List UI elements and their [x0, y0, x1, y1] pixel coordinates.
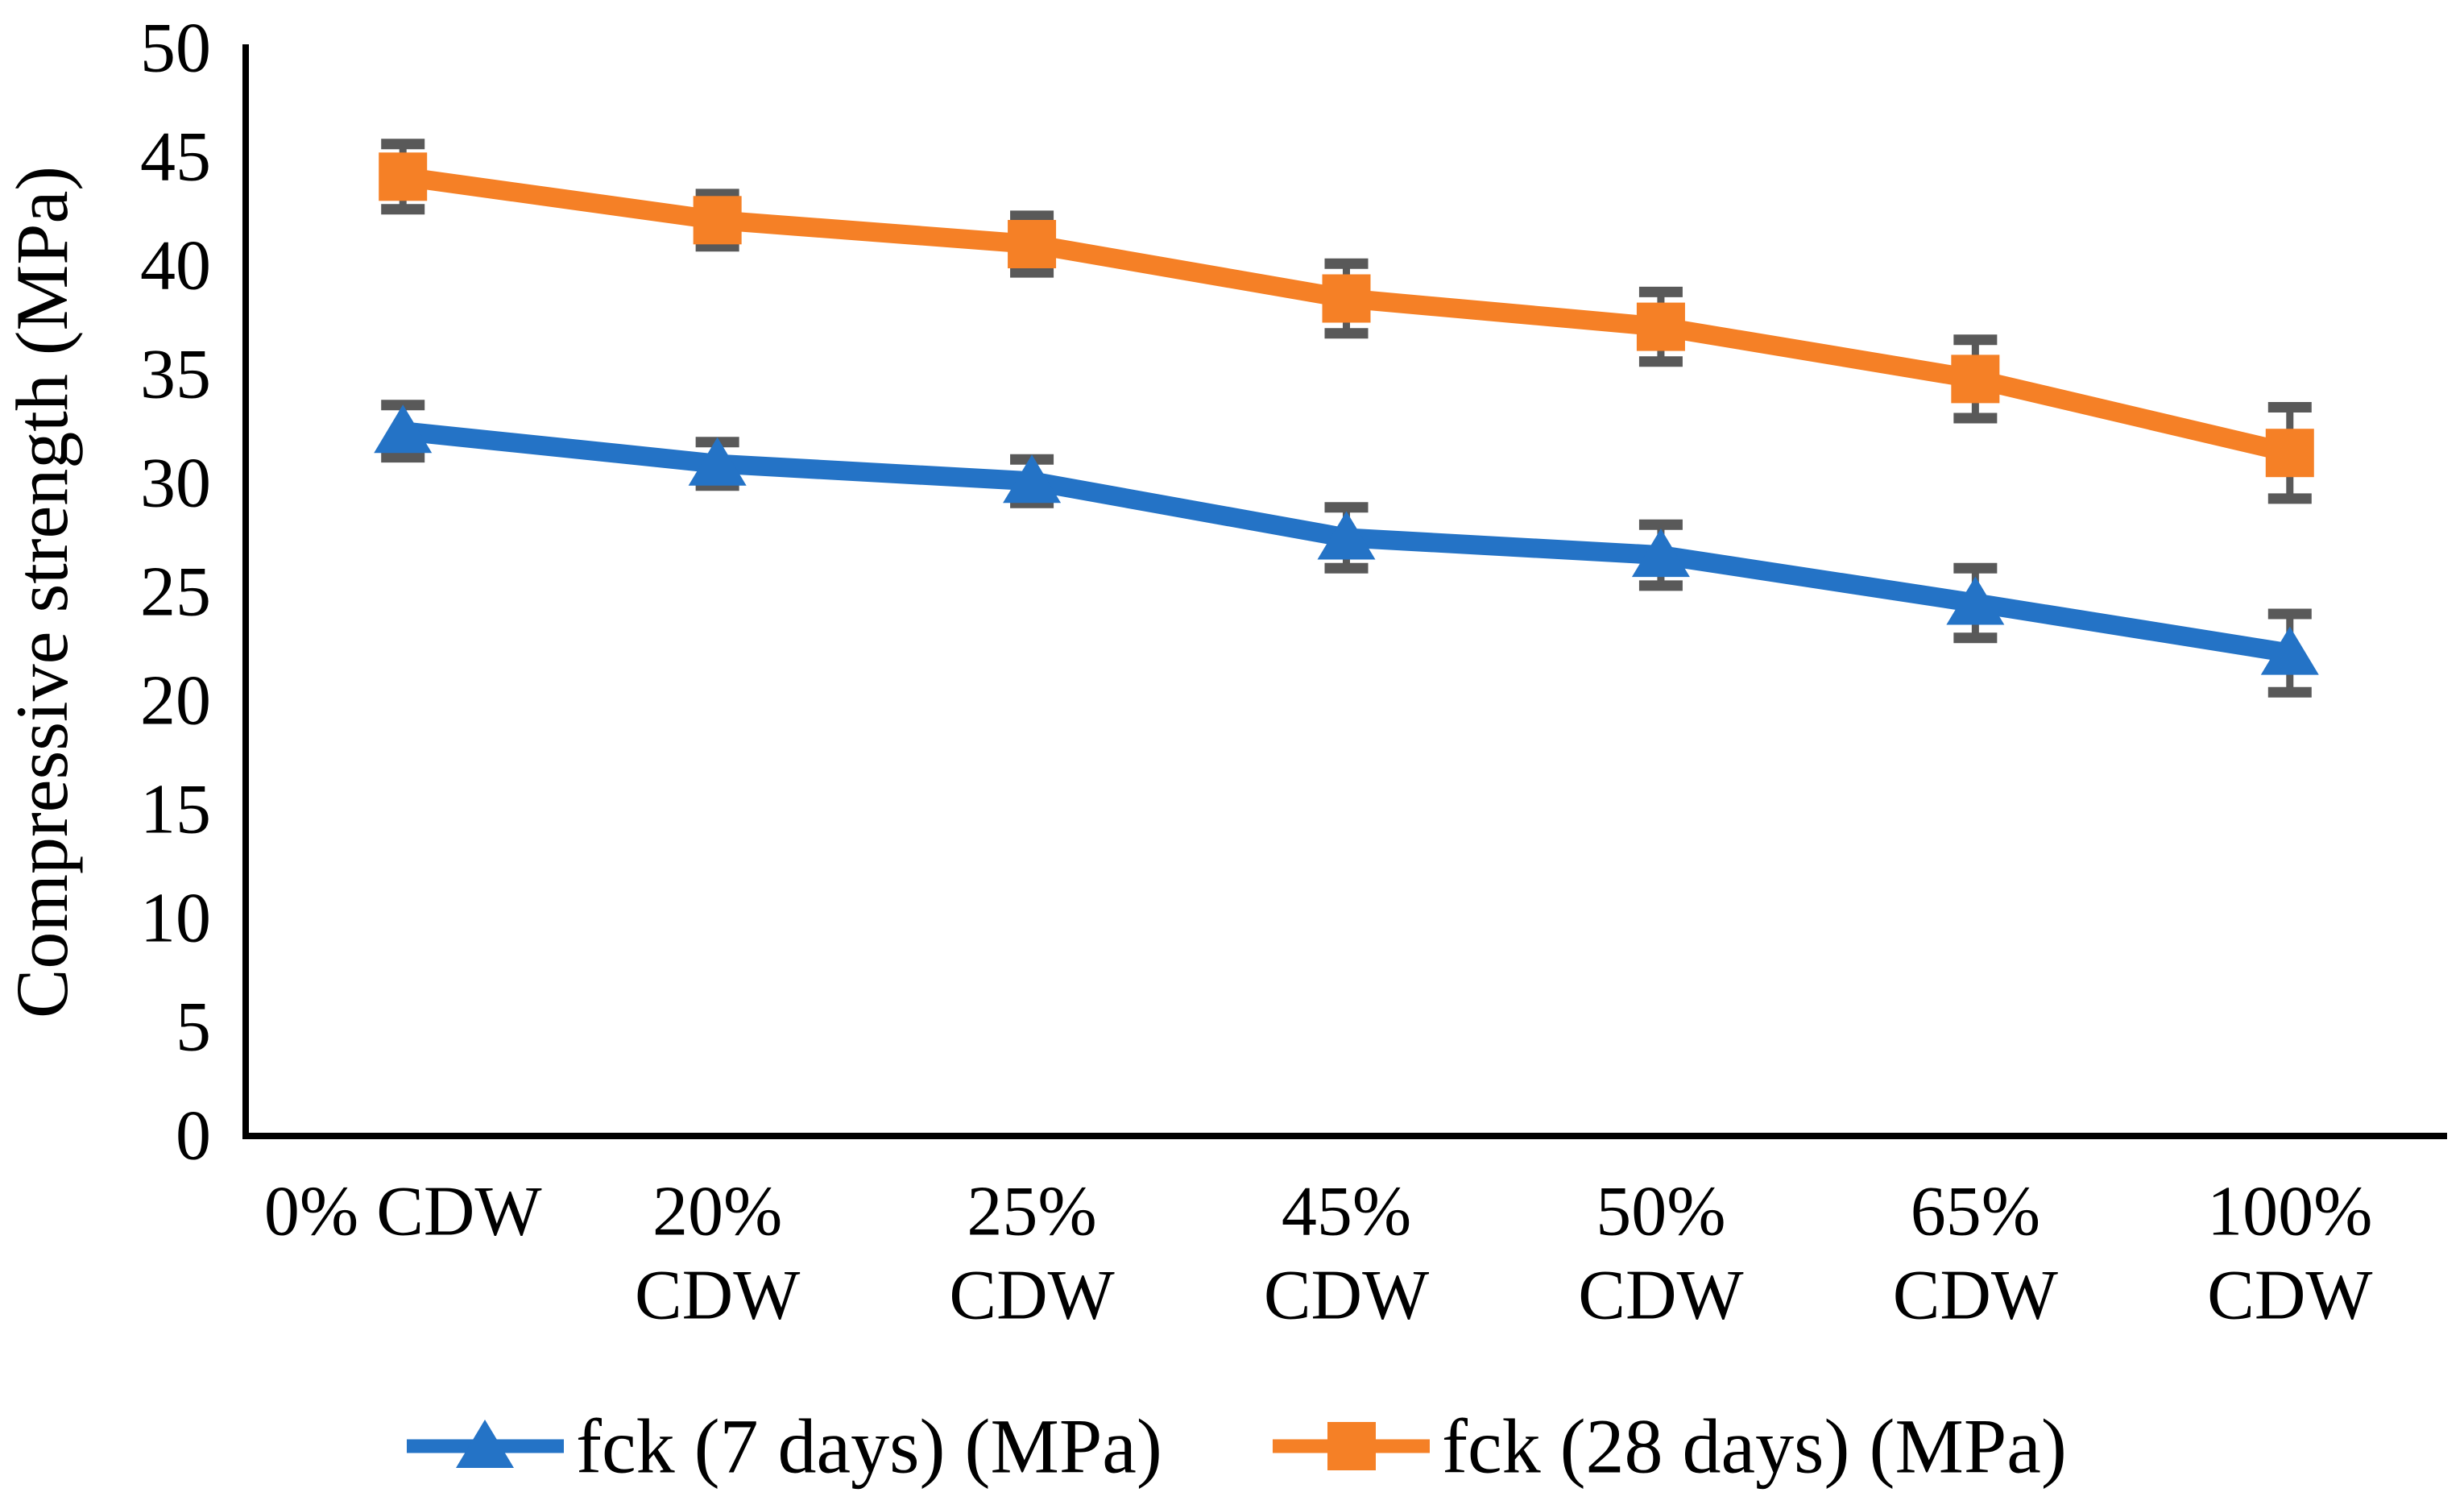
y-tick-label: 45 — [140, 118, 211, 197]
y-tick-label: 5 — [176, 989, 211, 1067]
legend-item-7-days-label: fck (7 days) (MPa) — [576, 1403, 1162, 1490]
x-tick-label: 65% — [1911, 1173, 2040, 1251]
series-28-days-square-marker — [1636, 302, 1685, 351]
series-7-days-triangle-marker — [1946, 576, 2005, 625]
series-7-days-triangle-marker — [2260, 626, 2319, 675]
x-tick-label: CDW — [1264, 1257, 1429, 1335]
series-28-days-square-marker — [2265, 429, 2314, 478]
y-tick-label: 35 — [140, 336, 211, 414]
series-7-days-triangle-marker — [374, 404, 433, 454]
x-tick-label: 20% — [652, 1173, 782, 1251]
y-tick-label: 10 — [140, 880, 211, 958]
series-7-days-triangle-marker — [1003, 454, 1062, 504]
x-tick-label: 50% — [1596, 1173, 1725, 1251]
series-7-days-triangle-marker — [1317, 511, 1376, 560]
x-tick-label: CDW — [635, 1257, 800, 1335]
x-tick-label: 0% CDW — [264, 1173, 542, 1251]
x-tick-label: 45% — [1282, 1173, 1411, 1251]
x-tick-label: CDW — [2207, 1257, 2372, 1335]
y-tick-label: 25 — [140, 553, 211, 632]
series-28-days-square-marker — [379, 152, 428, 201]
series-28-days-square-marker — [1008, 220, 1057, 268]
y-tick-label: 30 — [140, 445, 211, 523]
x-tick-label: 25% — [967, 1173, 1096, 1251]
x-tick-label: CDW — [1578, 1257, 1743, 1335]
y-tick-label: 50 — [140, 10, 211, 88]
y-tick-label: 40 — [140, 227, 211, 305]
series-7-days-triangle-marker — [688, 437, 747, 486]
series-28-days-square-marker — [1322, 274, 1371, 323]
x-tick-label: CDW — [949, 1257, 1114, 1335]
series-7-days-triangle-marker — [1631, 529, 1690, 578]
legend-item-7-days-triangle-marker — [456, 1420, 514, 1468]
series-28-days-square-marker — [693, 196, 742, 245]
series-28-days-square-marker — [1951, 354, 2000, 404]
y-tick-label: 15 — [140, 771, 211, 849]
x-tick-label: CDW — [1893, 1257, 2058, 1335]
legend-item-28-days-square-marker — [1327, 1422, 1376, 1470]
x-tick-label: 100% — [2207, 1173, 2372, 1251]
y-tick-label: 20 — [140, 662, 211, 740]
y-axis-title: Compressive strength (MPa) — [1, 166, 83, 1018]
legend-item-28-days-label: fck (28 days) (MPa) — [1442, 1403, 2067, 1490]
y-tick-label: 0 — [176, 1097, 211, 1175]
